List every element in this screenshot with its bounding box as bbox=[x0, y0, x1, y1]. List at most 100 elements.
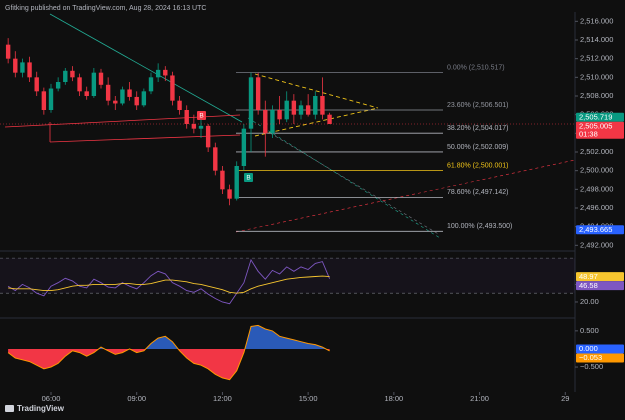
price-tag bbox=[576, 225, 624, 235]
price-tag-label: 0.000 bbox=[579, 344, 598, 353]
price-tag bbox=[576, 344, 624, 354]
candle-body bbox=[98, 72, 104, 85]
x-tick-label: 18:00 bbox=[384, 394, 403, 403]
candle-body bbox=[177, 100, 182, 110]
candle-body bbox=[91, 72, 97, 96]
y-tick-label: 2,498.000 bbox=[580, 184, 613, 193]
candle-body bbox=[163, 69, 168, 76]
candle-body bbox=[34, 77, 39, 92]
candle-body bbox=[270, 110, 275, 134]
trend-line bbox=[49, 13, 243, 123]
candle-body bbox=[284, 100, 289, 120]
price-tag-label: 2,505.719 bbox=[579, 113, 612, 122]
x-tick-label: 21:00 bbox=[470, 394, 489, 403]
price-tag-label: 2,505.005 bbox=[579, 122, 612, 131]
countdown-label: 01:38 bbox=[579, 130, 598, 139]
price-tag-label: 2,493.665 bbox=[579, 225, 612, 234]
candle-body bbox=[291, 100, 297, 115]
price-tag-label: −0.053 bbox=[579, 353, 602, 362]
y-tick-label: 2,516.000 bbox=[580, 16, 613, 25]
candle-body bbox=[234, 166, 239, 199]
y-tick-label: 2,514.000 bbox=[580, 35, 613, 44]
y-tick-label: 20.00 bbox=[580, 297, 599, 306]
fib-label: 61.80% (2,500.001) bbox=[447, 163, 509, 170]
y-tick-label: 2,508.000 bbox=[580, 91, 613, 100]
y-tick-label: 2,500.000 bbox=[580, 166, 613, 175]
candle-body bbox=[241, 128, 247, 166]
candle-body bbox=[84, 91, 89, 96]
y-tick-label: 2,512.000 bbox=[580, 54, 613, 63]
candle-body bbox=[105, 84, 111, 101]
histogram-area-negative bbox=[8, 348, 330, 380]
y-tick-label: 2,492.000 bbox=[580, 240, 613, 249]
fib-label: 100.00% (2,493.500) bbox=[447, 223, 512, 230]
candle-body bbox=[313, 96, 318, 115]
candle-body bbox=[184, 110, 189, 124]
candle-body bbox=[63, 70, 68, 82]
tradingview-logo bbox=[5, 405, 14, 412]
fib-label: 50.00% (2,502.009) bbox=[447, 144, 509, 151]
signal-marker-label: B bbox=[199, 112, 203, 119]
band-fill bbox=[0, 258, 575, 294]
indicator-line bbox=[7, 324, 330, 381]
footer-brand: TradingView bbox=[17, 404, 65, 413]
signal-marker-label: B bbox=[246, 174, 250, 181]
candle-body bbox=[277, 110, 282, 120]
histogram-area-positive bbox=[98, 325, 326, 349]
candle-body bbox=[41, 91, 47, 110]
candle-body bbox=[298, 105, 304, 115]
candle-body bbox=[77, 77, 82, 92]
candle-body bbox=[327, 114, 332, 124]
price-tag bbox=[576, 272, 624, 282]
candle-body bbox=[70, 70, 75, 78]
x-tick-label: 29 bbox=[561, 394, 569, 403]
y-tick-label: 0.500 bbox=[580, 326, 599, 335]
candle-body bbox=[48, 88, 54, 110]
candle-body bbox=[305, 105, 311, 115]
candle-body bbox=[134, 96, 139, 106]
publisher-header: Gfitking published on TradingView.com, A… bbox=[5, 5, 206, 12]
x-tick-label: 15:00 bbox=[299, 394, 318, 403]
candle-body bbox=[170, 75, 175, 101]
price-tag-label: 46.58 bbox=[579, 281, 598, 290]
candle-body bbox=[205, 125, 211, 148]
fib-label: 23.60% (2,506.501) bbox=[447, 102, 509, 109]
candle-body bbox=[155, 69, 161, 78]
trend-line bbox=[247, 117, 441, 239]
candle-body bbox=[113, 100, 118, 104]
candle-body bbox=[27, 62, 32, 78]
y-tick-label: 2,502.000 bbox=[580, 147, 613, 156]
fib-label: 38.20% (2,504.017) bbox=[447, 125, 509, 132]
candle-body bbox=[320, 96, 325, 115]
candle-body bbox=[213, 147, 218, 171]
candle-body bbox=[227, 189, 232, 199]
indicator-line bbox=[7, 258, 331, 305]
candle-body bbox=[13, 58, 18, 73]
triangle-line bbox=[254, 107, 379, 137]
candle-body bbox=[263, 110, 268, 134]
candle-body bbox=[255, 77, 261, 110]
candle-body bbox=[120, 89, 125, 104]
candle-body bbox=[127, 89, 132, 97]
candle-body bbox=[5, 44, 11, 59]
trend-line bbox=[235, 159, 576, 233]
fib-label: 78.60% (2,497.142) bbox=[447, 189, 509, 196]
price-tag bbox=[576, 112, 624, 122]
candle-body bbox=[55, 82, 61, 89]
trend-line bbox=[264, 129, 441, 236]
price-tag-label: 48.97 bbox=[579, 272, 598, 281]
price-tag bbox=[576, 281, 624, 291]
candle-body bbox=[148, 77, 154, 92]
candle-body bbox=[248, 77, 254, 129]
candle-body bbox=[20, 62, 25, 73]
y-tick-label: 2,510.000 bbox=[580, 72, 613, 81]
indicator-line bbox=[8, 275, 330, 294]
x-tick-label: 06:00 bbox=[42, 394, 61, 403]
y-tick-label: −0.500 bbox=[580, 362, 603, 371]
x-tick-label: 09:00 bbox=[127, 394, 146, 403]
signal-marker bbox=[244, 173, 253, 182]
candle-body bbox=[198, 125, 204, 129]
price-tag bbox=[576, 121, 624, 139]
